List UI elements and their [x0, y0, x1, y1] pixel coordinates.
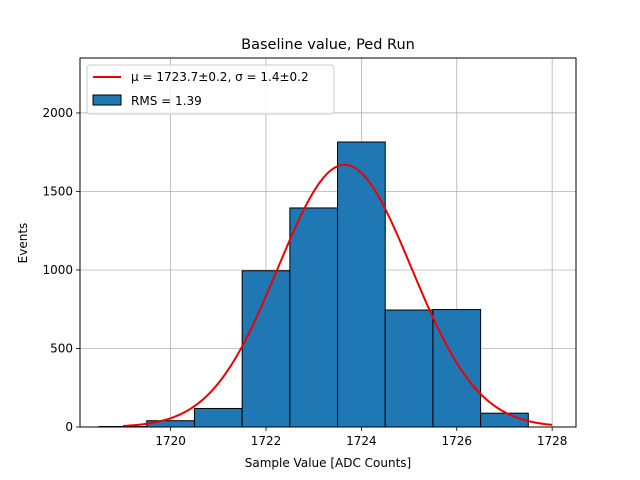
y-tick-label: 500 [50, 341, 73, 355]
x-tick-label: 1722 [251, 434, 282, 448]
histogram-bars [98, 141, 529, 428]
histogram-bar [193, 407, 243, 428]
legend-histogram-label: RMS = 1.39 [131, 94, 202, 108]
x-axis-label: Sample Value [ADC Counts] [245, 456, 411, 470]
legend: μ = 1723.7±0.2, σ = 1.4±0.2 RMS = 1.39 [86, 64, 335, 115]
plot-frame [79, 57, 577, 428]
histogram-bar [337, 141, 386, 428]
histogram-bar [432, 309, 482, 428]
y-axis-label: Events [16, 223, 30, 264]
legend-fit-label: μ = 1723.7±0.2, σ = 1.4±0.2 [131, 70, 309, 84]
x-tick-label: 1728 [537, 434, 568, 448]
gaussian-fit-line [122, 163, 553, 427]
x-tick-label: 1720 [155, 434, 186, 448]
y-tick-label: 0 [65, 420, 73, 434]
legend-fit-mu: μ = 1723.7±0.2, [131, 70, 235, 84]
x-axis-ticks: 1720 1722 1724 1726 1728 [155, 427, 567, 448]
y-tick-label: 1000 [42, 263, 73, 277]
legend-fit-sigma: σ = 1.4±0.2 [235, 70, 309, 84]
legend-histogram-swatch [92, 94, 122, 106]
x-tick-label: 1724 [346, 434, 377, 448]
histogram-bar [480, 412, 529, 428]
x-tick-label: 1726 [441, 434, 472, 448]
histogram-bar [289, 207, 339, 428]
legend-frame [86, 64, 335, 115]
y-tick-label: 2000 [42, 106, 73, 120]
histogram-bar [384, 309, 434, 428]
chart-title: Baseline value, Ped Run [241, 37, 415, 53]
y-tick-label: 1500 [42, 184, 73, 198]
y-axis-ticks: 0 500 1000 1500 2000 [42, 106, 80, 434]
